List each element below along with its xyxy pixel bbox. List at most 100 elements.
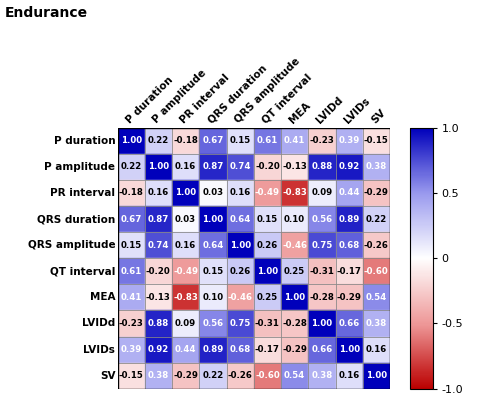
Text: -0.31: -0.31 bbox=[310, 267, 334, 276]
Bar bbox=[336, 337, 363, 363]
Bar bbox=[226, 310, 254, 337]
Bar bbox=[226, 180, 254, 206]
Bar bbox=[254, 232, 281, 258]
Bar bbox=[336, 206, 363, 232]
Bar bbox=[254, 232, 281, 258]
Bar bbox=[118, 153, 145, 180]
Text: 0.26: 0.26 bbox=[257, 241, 278, 249]
Bar bbox=[172, 153, 199, 180]
Bar bbox=[118, 310, 145, 337]
Bar bbox=[363, 258, 390, 284]
Bar bbox=[172, 153, 199, 180]
Bar bbox=[281, 363, 308, 389]
Bar bbox=[118, 232, 145, 258]
Bar bbox=[308, 232, 336, 258]
Text: -0.18: -0.18 bbox=[118, 188, 144, 197]
Bar bbox=[254, 258, 281, 284]
Bar bbox=[254, 180, 281, 206]
Text: -0.15: -0.15 bbox=[364, 136, 389, 145]
Text: -0.60: -0.60 bbox=[255, 371, 280, 380]
Text: 0.38: 0.38 bbox=[311, 371, 332, 380]
Text: 0.10: 0.10 bbox=[284, 215, 305, 224]
Text: 0.25: 0.25 bbox=[284, 267, 305, 276]
Bar bbox=[172, 363, 199, 389]
Bar bbox=[363, 180, 390, 206]
Bar bbox=[226, 284, 254, 310]
Bar bbox=[145, 180, 172, 206]
Text: -0.26: -0.26 bbox=[228, 371, 252, 380]
Bar bbox=[118, 153, 145, 180]
Bar bbox=[281, 206, 308, 232]
Text: 0.16: 0.16 bbox=[148, 188, 169, 197]
Bar bbox=[145, 337, 172, 363]
Text: -0.28: -0.28 bbox=[282, 319, 307, 328]
Bar bbox=[336, 232, 363, 258]
Bar bbox=[145, 310, 172, 337]
Bar bbox=[363, 180, 390, 206]
Bar bbox=[145, 128, 172, 153]
Bar bbox=[308, 258, 336, 284]
Bar bbox=[308, 128, 336, 153]
Bar bbox=[363, 337, 390, 363]
Text: 0.89: 0.89 bbox=[202, 345, 224, 354]
Text: -0.15: -0.15 bbox=[119, 371, 144, 380]
Bar bbox=[254, 128, 281, 153]
Text: P amplitude: P amplitude bbox=[152, 68, 208, 126]
Bar bbox=[145, 363, 172, 389]
Text: LVIDs: LVIDs bbox=[84, 345, 116, 355]
Bar bbox=[281, 363, 308, 389]
Bar bbox=[145, 153, 172, 180]
Bar bbox=[308, 310, 336, 337]
Bar bbox=[363, 337, 390, 363]
Bar bbox=[199, 180, 226, 206]
Bar bbox=[363, 153, 390, 180]
Bar bbox=[254, 206, 281, 232]
Bar bbox=[336, 258, 363, 284]
Bar bbox=[226, 310, 254, 337]
Text: P duration: P duration bbox=[54, 136, 116, 146]
Bar bbox=[199, 232, 226, 258]
Text: 1.00: 1.00 bbox=[366, 371, 387, 380]
Bar bbox=[172, 232, 199, 258]
Text: 0.44: 0.44 bbox=[338, 188, 360, 197]
Text: 0.54: 0.54 bbox=[366, 293, 387, 302]
Bar bbox=[281, 128, 308, 153]
Bar bbox=[145, 310, 172, 337]
Bar bbox=[199, 310, 226, 337]
Bar bbox=[336, 363, 363, 389]
Text: -0.29: -0.29 bbox=[173, 371, 198, 380]
Bar bbox=[336, 284, 363, 310]
Bar bbox=[254, 128, 281, 153]
Bar bbox=[145, 337, 172, 363]
Bar bbox=[281, 180, 308, 206]
Text: -0.17: -0.17 bbox=[255, 345, 280, 354]
Text: 0.15: 0.15 bbox=[120, 241, 142, 249]
Text: -0.46: -0.46 bbox=[228, 293, 252, 302]
Bar bbox=[281, 337, 308, 363]
Text: -0.83: -0.83 bbox=[173, 293, 198, 302]
Bar bbox=[363, 363, 390, 389]
Bar bbox=[172, 310, 199, 337]
Text: 0.56: 0.56 bbox=[202, 319, 224, 328]
Text: 0.66: 0.66 bbox=[338, 319, 360, 328]
Bar bbox=[336, 128, 363, 153]
Text: 1.00: 1.00 bbox=[175, 188, 196, 197]
Bar bbox=[336, 180, 363, 206]
Bar bbox=[145, 258, 172, 284]
Bar bbox=[199, 206, 226, 232]
Text: 0.88: 0.88 bbox=[148, 319, 169, 328]
Text: -0.46: -0.46 bbox=[282, 241, 307, 249]
Text: -0.26: -0.26 bbox=[364, 241, 389, 249]
Bar bbox=[336, 337, 363, 363]
Bar bbox=[199, 337, 226, 363]
Bar bbox=[363, 128, 390, 153]
Bar bbox=[281, 258, 308, 284]
Bar bbox=[118, 258, 145, 284]
Bar bbox=[199, 232, 226, 258]
Bar bbox=[172, 258, 199, 284]
Text: 1.00: 1.00 bbox=[230, 241, 250, 249]
Text: 0.68: 0.68 bbox=[230, 345, 251, 354]
Bar bbox=[308, 337, 336, 363]
Bar bbox=[172, 232, 199, 258]
Bar bbox=[199, 153, 226, 180]
